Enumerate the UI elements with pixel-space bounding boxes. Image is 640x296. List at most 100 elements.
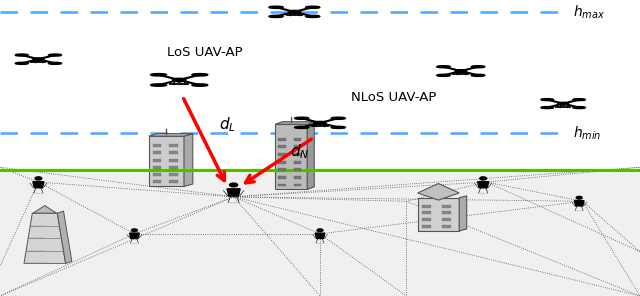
Bar bbox=[0, 170, 640, 296]
Polygon shape bbox=[477, 182, 489, 188]
Text: $d_{L}$: $d_{L}$ bbox=[219, 115, 236, 134]
Polygon shape bbox=[278, 184, 286, 186]
Polygon shape bbox=[227, 189, 240, 196]
Polygon shape bbox=[294, 168, 301, 171]
Ellipse shape bbox=[33, 58, 44, 60]
Text: $d_{N}$: $d_{N}$ bbox=[290, 142, 309, 161]
Polygon shape bbox=[169, 144, 178, 147]
Polygon shape bbox=[307, 122, 314, 189]
Ellipse shape bbox=[275, 16, 277, 17]
Polygon shape bbox=[169, 152, 178, 155]
Text: $h_{max}$: $h_{max}$ bbox=[573, 3, 605, 20]
Polygon shape bbox=[278, 138, 286, 141]
Polygon shape bbox=[422, 225, 431, 228]
Ellipse shape bbox=[157, 74, 160, 75]
Ellipse shape bbox=[157, 85, 160, 86]
Text: NLoS UAV-AP: NLoS UAV-AP bbox=[351, 91, 436, 104]
Ellipse shape bbox=[442, 75, 445, 76]
Polygon shape bbox=[442, 205, 451, 207]
Polygon shape bbox=[58, 211, 72, 263]
Polygon shape bbox=[169, 180, 178, 183]
Polygon shape bbox=[169, 166, 178, 169]
Polygon shape bbox=[24, 213, 66, 263]
Ellipse shape bbox=[198, 74, 201, 75]
Ellipse shape bbox=[36, 59, 40, 61]
Polygon shape bbox=[184, 134, 193, 186]
Ellipse shape bbox=[288, 10, 301, 13]
Ellipse shape bbox=[130, 243, 139, 244]
Ellipse shape bbox=[316, 243, 324, 244]
Ellipse shape bbox=[575, 210, 584, 211]
Polygon shape bbox=[278, 153, 286, 156]
Polygon shape bbox=[278, 161, 286, 164]
Ellipse shape bbox=[579, 99, 580, 100]
Polygon shape bbox=[574, 201, 584, 206]
Ellipse shape bbox=[312, 7, 314, 8]
Polygon shape bbox=[418, 198, 460, 231]
Polygon shape bbox=[153, 173, 161, 176]
Polygon shape bbox=[418, 184, 460, 200]
Ellipse shape bbox=[314, 121, 326, 124]
Polygon shape bbox=[315, 233, 325, 239]
Polygon shape bbox=[422, 211, 431, 214]
Ellipse shape bbox=[337, 118, 339, 119]
Text: LoS UAV-AP: LoS UAV-AP bbox=[167, 46, 243, 59]
Ellipse shape bbox=[33, 193, 44, 194]
Ellipse shape bbox=[20, 63, 23, 64]
Polygon shape bbox=[153, 152, 161, 155]
Polygon shape bbox=[294, 138, 301, 141]
Ellipse shape bbox=[54, 54, 56, 55]
Ellipse shape bbox=[227, 202, 240, 203]
Ellipse shape bbox=[301, 118, 303, 119]
Polygon shape bbox=[278, 145, 286, 148]
Ellipse shape bbox=[576, 196, 582, 199]
Ellipse shape bbox=[198, 85, 201, 86]
Polygon shape bbox=[153, 166, 161, 169]
Polygon shape bbox=[294, 145, 301, 148]
Polygon shape bbox=[275, 122, 314, 124]
Ellipse shape bbox=[20, 54, 23, 55]
Polygon shape bbox=[294, 184, 301, 186]
Polygon shape bbox=[294, 161, 301, 164]
Ellipse shape bbox=[442, 66, 445, 67]
Polygon shape bbox=[442, 225, 451, 228]
Ellipse shape bbox=[459, 71, 463, 73]
Ellipse shape bbox=[172, 78, 186, 82]
Ellipse shape bbox=[547, 107, 548, 108]
Polygon shape bbox=[294, 153, 301, 156]
Ellipse shape bbox=[131, 229, 138, 232]
Polygon shape bbox=[129, 233, 140, 239]
Ellipse shape bbox=[558, 102, 568, 105]
Ellipse shape bbox=[455, 70, 467, 73]
Ellipse shape bbox=[54, 63, 56, 64]
Polygon shape bbox=[275, 124, 307, 189]
Polygon shape bbox=[442, 211, 451, 214]
Polygon shape bbox=[169, 159, 178, 162]
Polygon shape bbox=[153, 159, 161, 162]
Ellipse shape bbox=[477, 66, 479, 67]
Polygon shape bbox=[33, 182, 44, 188]
Ellipse shape bbox=[312, 16, 314, 17]
Ellipse shape bbox=[318, 123, 322, 125]
Ellipse shape bbox=[275, 7, 277, 8]
Polygon shape bbox=[153, 180, 161, 183]
Polygon shape bbox=[294, 176, 301, 179]
Ellipse shape bbox=[477, 75, 479, 76]
Polygon shape bbox=[33, 205, 56, 213]
Ellipse shape bbox=[230, 183, 237, 187]
Text: $h_{min}$: $h_{min}$ bbox=[573, 125, 601, 142]
Ellipse shape bbox=[292, 12, 296, 14]
Ellipse shape bbox=[317, 229, 323, 232]
Polygon shape bbox=[442, 218, 451, 221]
Polygon shape bbox=[460, 196, 467, 231]
Ellipse shape bbox=[579, 107, 580, 108]
Polygon shape bbox=[169, 173, 178, 176]
Ellipse shape bbox=[547, 99, 548, 100]
Ellipse shape bbox=[177, 80, 181, 82]
Ellipse shape bbox=[35, 177, 42, 180]
Polygon shape bbox=[278, 168, 286, 171]
Ellipse shape bbox=[337, 127, 339, 128]
Polygon shape bbox=[149, 136, 184, 186]
Polygon shape bbox=[278, 176, 286, 179]
Polygon shape bbox=[149, 134, 193, 136]
